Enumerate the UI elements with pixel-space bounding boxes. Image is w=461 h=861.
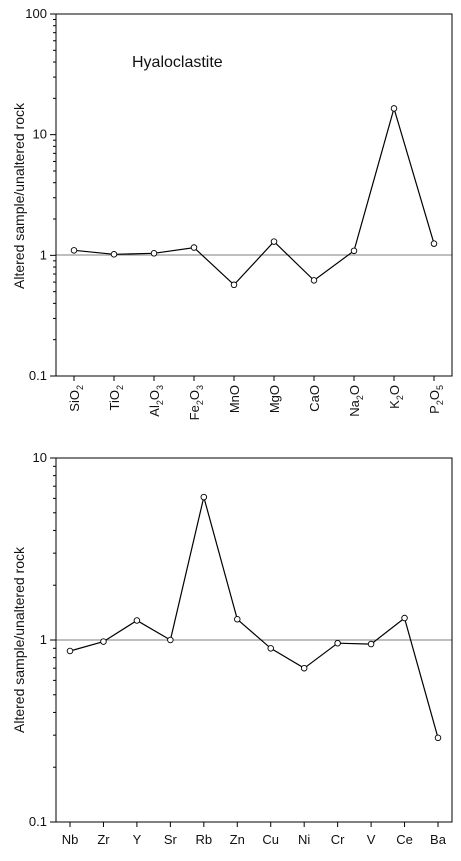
x-tick-label: Al2O3	[147, 385, 165, 417]
data-point	[367, 640, 375, 648]
x-tick-label: Na2O	[347, 385, 365, 417]
data-point	[390, 105, 398, 112]
data-point	[434, 734, 442, 742]
x-tick-label: Nb	[62, 832, 79, 847]
y-tick-label: 1	[40, 632, 47, 647]
data-point	[234, 616, 241, 623]
x-tick-label: Zr	[97, 832, 110, 847]
data-point	[200, 493, 208, 501]
x-tick-label: TiO2	[107, 385, 125, 410]
x-tick-label: P2O5	[427, 385, 445, 414]
data-point	[66, 647, 74, 655]
y-tick-label: 0.1	[29, 814, 47, 829]
y-axis-ticks: 0.1 1 10 100	[25, 6, 56, 383]
y-axis-label: Altered sample/unaltered rock	[11, 546, 27, 733]
data-point	[190, 244, 198, 251]
y-tick-label: 1	[40, 247, 47, 262]
x-tick-label: MnO	[227, 385, 242, 413]
data-points	[66, 493, 442, 742]
data-point	[100, 638, 107, 645]
plot-frame	[55, 13, 453, 377]
x-tick-label: Ce	[396, 832, 413, 847]
x-tick-label: MgO	[267, 385, 282, 413]
x-tick-label: Ni	[298, 832, 310, 847]
x-tick-label: Rb	[196, 832, 213, 847]
y-tick-label: 10	[33, 127, 47, 142]
y-axis-ticks: 0.1 1 10	[29, 450, 56, 829]
x-tick-label: Y	[133, 832, 142, 847]
data-point	[310, 277, 318, 284]
data-point	[300, 664, 308, 672]
data-point	[401, 614, 408, 622]
data-point	[430, 240, 438, 247]
series-line	[73, 106, 435, 286]
data-point	[133, 617, 141, 624]
data-point	[167, 636, 174, 644]
x-tick-label: K2O	[387, 385, 405, 409]
data-point	[110, 251, 118, 258]
oxide-ratio-chart: Hyaloclastite Altered sample/unaltered r…	[11, 6, 453, 420]
data-points	[70, 105, 438, 289]
x-axis-ticks: SiO2 TiO2 Al2O3 Fe2O3 MnO MgO CaO Na2O K2O P2O5	[67, 376, 445, 420]
x-tick-label: Sr	[164, 832, 178, 847]
x-tick-label: SiO2	[67, 385, 85, 412]
x-tick-label: CaO	[307, 385, 322, 412]
series-line	[69, 496, 439, 738]
x-tick-label: V	[367, 832, 376, 847]
data-point	[150, 250, 158, 257]
y-tick-label: 0.1	[29, 368, 47, 383]
x-tick-label: Zn	[230, 832, 245, 847]
x-axis-ticks: Nb Zr Y Sr Rb Zn Cu Ni Cr V Ce Ba	[62, 822, 447, 847]
data-point	[334, 639, 341, 647]
y-tick-label: 100	[25, 6, 47, 21]
chart-title: Hyaloclastite	[132, 54, 223, 71]
data-point	[350, 247, 358, 255]
trace-element-ratio-chart: Altered sample/unaltered rock 0.1 1 10 Nb Z…	[11, 450, 453, 847]
y-axis-label: Altered sample/unaltered rock	[11, 102, 27, 289]
x-tick-label: Cr	[331, 832, 345, 847]
x-tick-label: Cu	[262, 832, 279, 847]
data-point	[267, 645, 274, 652]
data-point	[230, 281, 238, 289]
x-tick-label: Fe2O3	[187, 385, 205, 420]
y-tick-label: 10	[33, 450, 47, 465]
data-point	[270, 238, 278, 245]
data-point	[70, 247, 78, 254]
x-tick-label: Ba	[430, 832, 447, 847]
